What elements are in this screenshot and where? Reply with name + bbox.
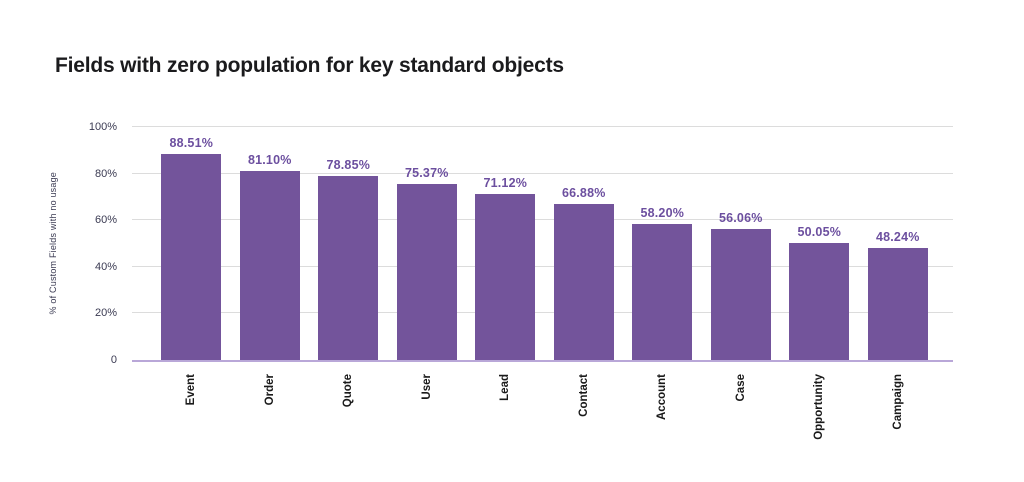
- bar-value-label: 71.12%: [483, 176, 528, 191]
- bar[interactable]: [475, 194, 536, 360]
- x-tick-label: Account: [656, 374, 669, 420]
- bar[interactable]: [239, 171, 300, 360]
- bar[interactable]: [161, 153, 222, 360]
- plot-area: 88.51% 81.10% 78.85% 75.37% 71.12% 66.88% 58.2…: [132, 126, 953, 362]
- x-tick-label: Quote: [342, 374, 355, 408]
- x-tick-cell: User: [388, 374, 467, 440]
- bar-value-label: 58.20%: [640, 206, 685, 221]
- bar-band: 58.20%: [623, 206, 702, 360]
- x-tick-cell: Event: [152, 374, 231, 440]
- x-axis-baseline: [132, 360, 953, 362]
- x-tick-label: Opportunity: [813, 374, 826, 440]
- bar-value-label: 75.37%: [404, 166, 449, 181]
- bar[interactable]: [867, 247, 928, 360]
- bar-band: 50.05%: [780, 225, 859, 360]
- y-tick-label: 40%: [94, 260, 117, 273]
- bar-band: 71.12%: [466, 176, 545, 360]
- x-tick-cell: Contact: [545, 374, 624, 440]
- y-tick-label: 80%: [94, 167, 117, 180]
- bar-value-label: 66.88%: [561, 186, 606, 201]
- bar-band: 75.37%: [388, 166, 467, 360]
- bar-band: 81.10%: [231, 153, 310, 360]
- bar-band: 48.24%: [859, 230, 938, 360]
- bar-value-label: 48.24%: [875, 229, 920, 244]
- bar-band: 66.88%: [545, 186, 624, 360]
- bar-value-label: 88.51%: [169, 135, 214, 150]
- x-tick-label: Order: [263, 374, 276, 406]
- x-tick-cell: Order: [231, 374, 310, 440]
- gridline: [132, 312, 953, 314]
- x-tick-cell: Case: [702, 374, 781, 440]
- gridline: [132, 219, 953, 221]
- bar-band: 56.06%: [702, 211, 781, 360]
- bar-value-label: 81.10%: [247, 153, 292, 168]
- gridline: [132, 265, 953, 267]
- x-tick-cell: Quote: [309, 374, 388, 440]
- x-tick-label: Event: [185, 374, 198, 406]
- bar-band: 78.85%: [309, 158, 388, 360]
- x-tick-label: Contact: [577, 374, 590, 417]
- y-tick-label: 100%: [88, 121, 117, 133]
- bar[interactable]: [632, 224, 693, 360]
- gridline: [132, 172, 953, 174]
- bar-value-label: 78.85%: [326, 158, 371, 173]
- bar-band: 88.51%: [152, 136, 231, 360]
- y-axis-ticks: 100% 80% 60% 40% 20% 0: [55, 121, 117, 366]
- x-tick-label: Lead: [499, 374, 512, 401]
- bar[interactable]: [789, 243, 850, 360]
- bar[interactable]: [553, 204, 614, 360]
- x-tick-cell: Lead: [466, 374, 545, 440]
- bar[interactable]: [318, 176, 379, 360]
- x-tick-label: Campaign: [891, 374, 904, 430]
- bar[interactable]: [396, 184, 457, 360]
- x-tick-cell: Campaign: [859, 374, 938, 440]
- y-tick-label: 60%: [94, 214, 117, 227]
- bar-value-label: 56.06%: [718, 211, 763, 226]
- bar[interactable]: [710, 229, 771, 360]
- bar-value-label: 50.05%: [797, 225, 842, 240]
- x-tick-cell: Opportunity: [780, 374, 859, 440]
- x-axis-labels: Event Order Quote User Lead Contact Account Cas…: [132, 374, 953, 440]
- x-tick-label: User: [420, 374, 433, 400]
- gridline: [132, 126, 953, 127]
- x-tick-cell: Account: [623, 374, 702, 440]
- bars-row: 88.51% 81.10% 78.85% 75.37% 71.12% 66.88% 58.2…: [132, 127, 953, 360]
- y-tick-label: 20%: [94, 307, 117, 320]
- x-tick-label: Case: [734, 374, 747, 402]
- chart-title: Fields with zero population for key stan…: [55, 54, 564, 77]
- y-tick-label: 0: [110, 354, 117, 366]
